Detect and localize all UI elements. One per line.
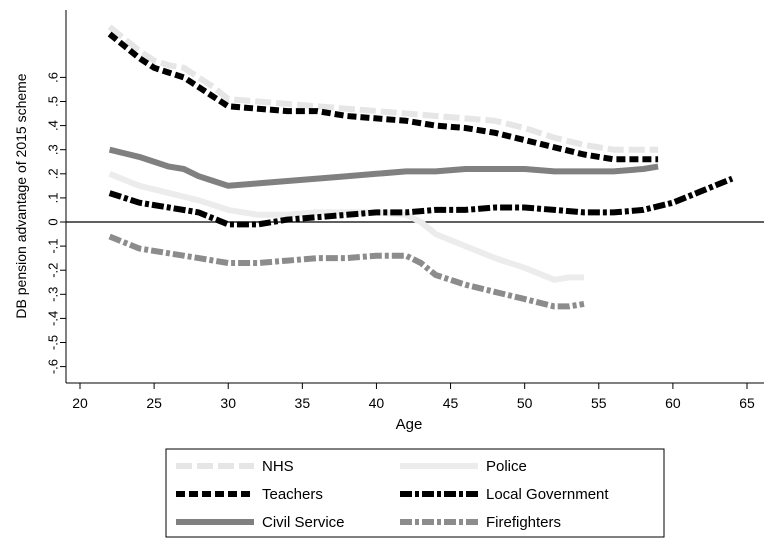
y-tick-label: -.6 bbox=[45, 359, 60, 374]
x-tick-label: 60 bbox=[665, 395, 681, 411]
y-axis-ticks: -.6 -.5 -.4 -.3 -.2 -.1 0 .1 .2 .3 .4 .5 .6 bbox=[45, 72, 66, 374]
legend-label: Local Government bbox=[486, 486, 609, 503]
x-tick-label: 50 bbox=[517, 395, 533, 411]
x-tick-label: 30 bbox=[220, 395, 236, 411]
legend-label: Civil Service bbox=[262, 514, 345, 531]
x-axis-ticks: 20 25 30 35 40 45 50 55 60 65 bbox=[72, 383, 755, 411]
series-line-teachers bbox=[107, 31, 659, 163]
series-line-police bbox=[108, 171, 584, 283]
x-axis-label: Age bbox=[396, 416, 423, 433]
x-tick-label: 40 bbox=[369, 395, 385, 411]
y-axis-label: DB pension advantage of 2015 scheme bbox=[13, 73, 29, 318]
y-tick-label: .5 bbox=[45, 96, 60, 107]
legend: NHS Teachers Civil Service Police Local Gove… bbox=[165, 448, 665, 538]
legend-label: Police bbox=[486, 458, 527, 475]
x-tick-label: 55 bbox=[591, 395, 607, 411]
x-tick-label: 35 bbox=[295, 395, 311, 411]
y-tick-label: -.5 bbox=[45, 335, 60, 350]
series-line-nhs bbox=[107, 24, 659, 153]
y-tick-label: .2 bbox=[45, 168, 60, 179]
x-tick-label: 65 bbox=[739, 395, 755, 411]
y-tick-label: -.2 bbox=[45, 263, 60, 278]
x-tick-label: 25 bbox=[146, 395, 162, 411]
legend-label: Teachers bbox=[262, 486, 323, 503]
y-tick-label: .1 bbox=[45, 192, 60, 203]
y-tick-label: .4 bbox=[45, 120, 60, 131]
y-tick-label: .6 bbox=[45, 72, 60, 83]
legend-label: Firefighters bbox=[486, 514, 561, 531]
series-line-civil-service bbox=[108, 146, 659, 189]
series-line-local-government bbox=[108, 175, 734, 228]
legend-label: NHS bbox=[262, 458, 294, 475]
x-tick-label: 20 bbox=[72, 395, 88, 411]
legend-items: NHS Teachers Civil Service Police Local Gove… bbox=[176, 458, 609, 531]
y-tick-label: -.3 bbox=[45, 287, 60, 302]
y-tick-label: -.1 bbox=[45, 239, 60, 254]
y-tick-label: -.4 bbox=[45, 311, 60, 326]
series-lines bbox=[107, 24, 734, 310]
y-tick-label: .3 bbox=[45, 144, 60, 155]
plot-area: -.6 -.5 -.4 -.3 -.2 -.1 0 .1 .2 .3 .4 .5 .6 20 25 30 35… bbox=[45, 10, 764, 411]
series-line-firefighters bbox=[108, 233, 585, 310]
x-tick-label: 45 bbox=[443, 395, 459, 411]
y-tick-label: 0 bbox=[45, 218, 60, 225]
